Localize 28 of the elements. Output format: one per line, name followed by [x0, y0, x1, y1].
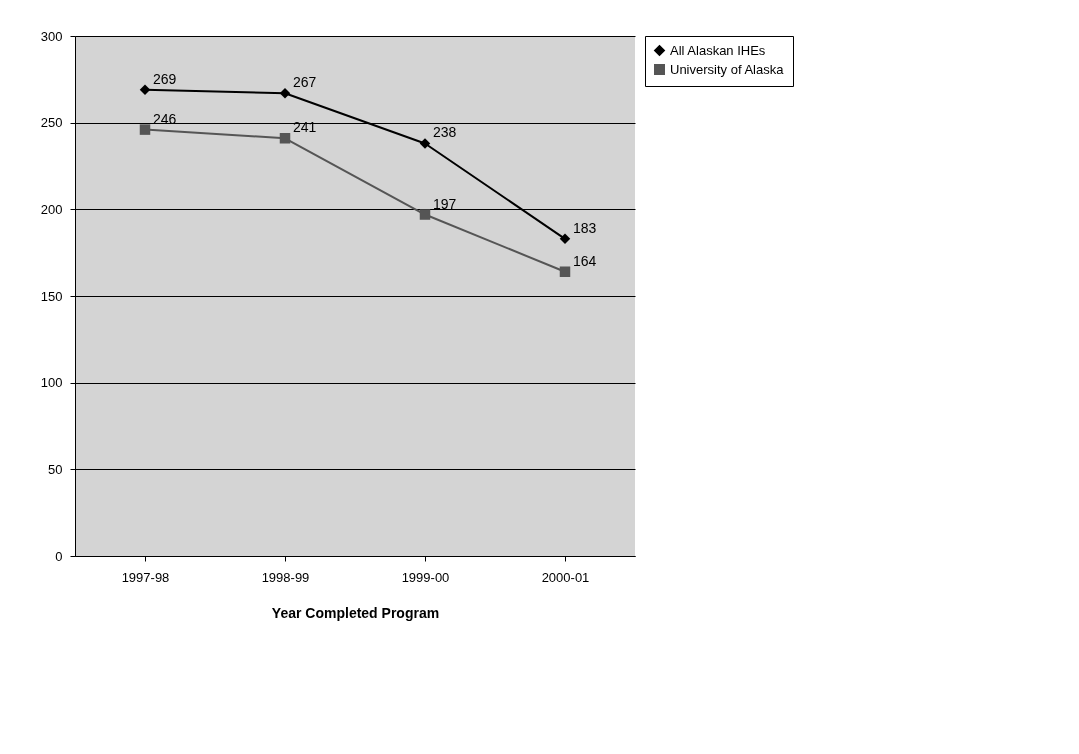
point: [139, 124, 151, 135]
data-label: 269: [153, 70, 177, 87]
x-tick-label: 2000-01: [541, 569, 590, 585]
legend-label: All Alaskan IHEs: [670, 42, 766, 58]
point: [419, 209, 431, 220]
x-axis-title: Year Completed Program: [271, 604, 440, 621]
point: [279, 133, 291, 144]
point: [559, 233, 571, 245]
point: [419, 138, 431, 149]
y-tick-label: 0: [55, 548, 63, 564]
data-label: 267: [293, 74, 317, 91]
y-tick-label: 150: [40, 288, 63, 304]
legend-label: University of Alaska: [670, 61, 785, 77]
y-tick-label: 50: [48, 461, 63, 477]
y-tick-label: 100: [40, 375, 63, 391]
y-tick-label: 200: [40, 201, 63, 217]
point: [279, 87, 291, 99]
x-tick-label: 1997-98: [121, 569, 170, 585]
point: [139, 84, 151, 95]
data-label: 197: [433, 195, 457, 212]
data-label: 238: [433, 124, 457, 141]
data-label: 183: [573, 219, 597, 236]
y-tick-label: 300: [40, 28, 63, 44]
data-label: 164: [573, 252, 597, 269]
x-tick-label: 1999-00: [401, 569, 450, 585]
y-tick-label: 250: [40, 115, 63, 131]
point: [559, 266, 571, 277]
x-tick-label: 1998-99: [261, 569, 310, 585]
